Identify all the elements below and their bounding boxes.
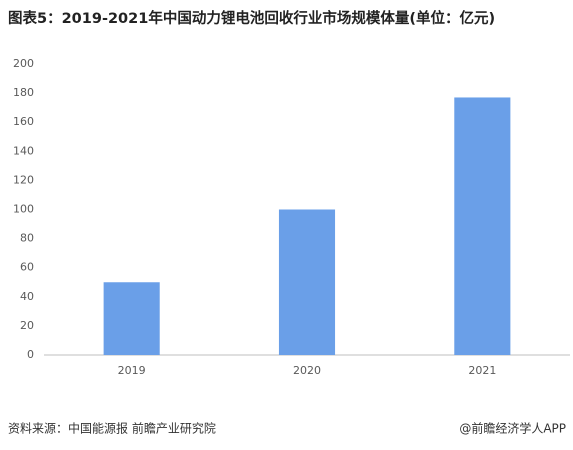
y-tick-label: 140: [13, 144, 34, 157]
chart-title: 图表5：2019-2021年中国动力锂电池回收行业市场规模体量(单位：亿元): [8, 9, 495, 27]
y-tick-label: 160: [13, 115, 34, 128]
y-tick-label: 0: [27, 348, 34, 361]
x-tick-label: 2020: [293, 364, 321, 377]
y-tick-label: 20: [20, 319, 34, 332]
y-tick-label: 180: [13, 86, 34, 99]
bar: [454, 97, 511, 355]
bar: [278, 209, 336, 355]
x-tick-label: 2019: [118, 364, 146, 377]
y-tick-label: 100: [13, 203, 34, 216]
x-tick-label: 2021: [468, 364, 496, 377]
y-tick-label: 60: [20, 261, 34, 274]
y-tick-label: 40: [20, 290, 34, 303]
y-tick-label: 200: [13, 57, 34, 70]
y-tick-label: 80: [20, 232, 34, 245]
bar: [103, 282, 160, 355]
credit: @前瞻经济学人APP: [459, 421, 566, 436]
y-tick-label: 120: [13, 173, 34, 186]
source-note: 资料来源：中国能源报 前瞻产业研究院: [8, 421, 216, 436]
